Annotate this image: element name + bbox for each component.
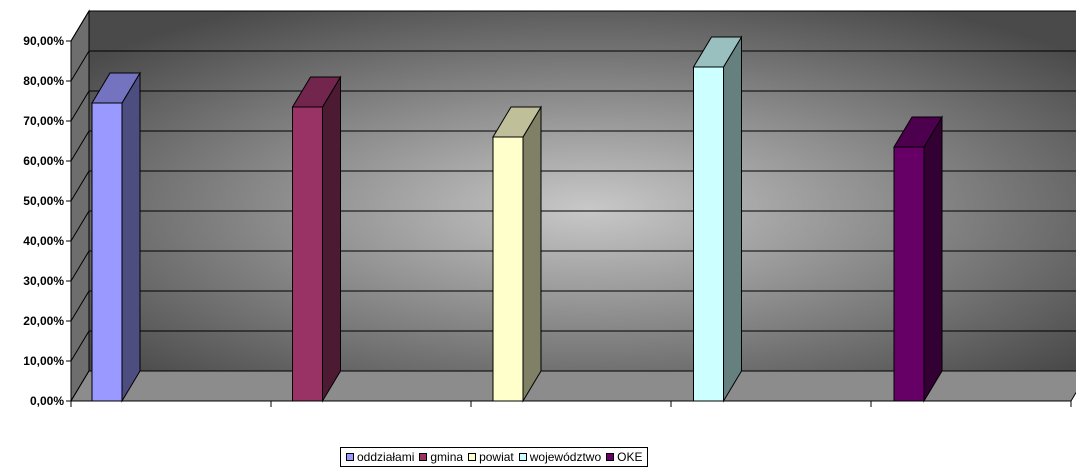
y-tick-label: 30,00% [23,274,64,288]
y-tick-label: 50,00% [23,194,64,208]
gridline [70,290,1076,322]
legend-label-oddzialami: oddziałami [357,450,415,464]
y-tick-label: 10,00% [23,354,64,368]
legend-swatch-oke [606,453,615,461]
legend-item-oddzialami: oddziałami [346,450,414,464]
bar-oddziaami [91,71,141,403]
legend-label-oke: OKE [617,450,643,464]
legend-item-oke: OKE [606,450,642,464]
gridline [70,210,1076,242]
bar-gmina-front [292,106,323,402]
gridline [70,10,1076,42]
legend: oddziałami gmina powiat województwo OKE [340,447,649,467]
bar-wojewodztwo-side [723,35,742,403]
legend-label-gmina: gmina [430,450,464,464]
legend-label-wojewodztwo: województwo [529,450,602,464]
bar-gmina-side [322,75,341,403]
bar-oke [893,115,943,403]
gridlines [70,10,1076,402]
bar-oddziaami-side [121,71,141,403]
side-wall [70,9,90,403]
y-tick-label: 20,00% [23,314,64,328]
gridline [70,50,1076,82]
legend-label-powiat: powiat [479,450,514,464]
legend-item-gmina: gmina [419,450,463,464]
bar-powiat-front [492,136,524,402]
y-tick-label: 90,00% [23,34,64,48]
legend-swatch-powiat [468,453,477,461]
bar-wojewodztwo-front [693,66,724,402]
y-tick-label: 0,00% [30,394,64,408]
gridline [70,130,1076,162]
gridline [70,90,1076,122]
bar-gmina [291,75,342,403]
legend-swatch-gmina [419,453,428,461]
bars [91,35,943,403]
y-tick-label: 60,00% [23,154,64,168]
y-tick-label: 40,00% [23,234,64,248]
y-tick-label: 80,00% [23,74,64,88]
legend-swatch-oddzialami [346,453,354,461]
bar-wojewodztwo [692,35,743,403]
bar-powiat [492,105,542,403]
gridline [70,250,1076,282]
bar-oddziaami-front [91,102,123,402]
legend-item-wojewodztwo: województwo [518,450,602,464]
gridline [70,330,1076,362]
gridline [70,170,1076,202]
legend-item-powiat: powiat [468,450,514,464]
y-tick-label: 70,00% [23,114,64,128]
bar-oke-front [893,146,925,402]
y-tick-labels: 0,00% 10,00% 20,00% 30,00% 40,00% 50,00% 60,00… [23,34,64,408]
legend-swatch-wojewodztwo [518,453,527,461]
bar-powiat-side [522,105,542,403]
bar-oke-side [923,115,943,403]
